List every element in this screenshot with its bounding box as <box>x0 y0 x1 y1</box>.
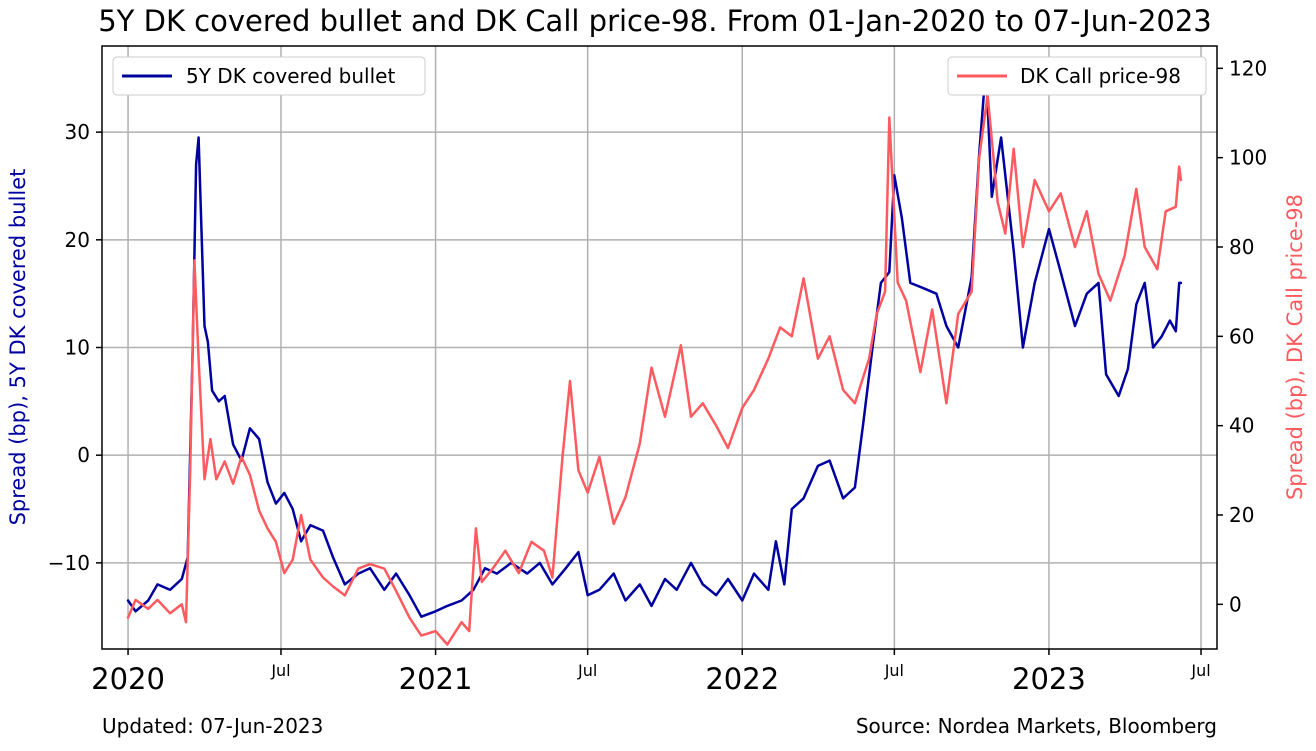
footer-updated: Updated: 07-Jun-2023 <box>102 714 323 738</box>
series-line-5y-dk-covered-bullet <box>126 66 1183 618</box>
x-tick-label-month: Jul <box>1190 661 1210 680</box>
right-tick-label: 100 <box>1229 146 1267 170</box>
left-tick-label: −10 <box>48 551 90 575</box>
x-tick-label-year: 2023 <box>1012 662 1086 696</box>
left-tick-label: 10 <box>65 336 90 360</box>
left-tick-label: 0 <box>77 443 90 467</box>
legend-left-label: 5Y DK covered bullet <box>186 64 395 88</box>
x-tick-label-month: Jul <box>884 661 904 680</box>
x-tick-label-year: 2020 <box>91 662 165 696</box>
x-tick-label-month: Jul <box>577 661 597 680</box>
right-tick-label: 0 <box>1229 592 1242 616</box>
grid <box>102 46 1217 649</box>
right-tick-label: 80 <box>1229 235 1254 259</box>
right-tick-label: 120 <box>1229 56 1267 80</box>
left-tick-label: 20 <box>65 228 90 252</box>
right-tick-label: 20 <box>1229 503 1254 527</box>
axes: −10 0 10 20 30 0 20 40 60 80 100 120 2020 Jul 2021 Jul 2… <box>48 56 1267 696</box>
x-tick-label-month: Jul <box>270 661 290 680</box>
right-axis-label: Spread (bp), DK Call price-98 <box>1283 194 1307 500</box>
left-tick-label: 30 <box>65 120 90 144</box>
legend-left: 5Y DK covered bullet <box>112 56 426 96</box>
legend-right: DK Call price-98 <box>947 56 1207 96</box>
legend-right-label: DK Call price-98 <box>1020 64 1181 88</box>
x-tick-label-year: 2021 <box>399 662 473 696</box>
right-tick-label: 40 <box>1229 414 1254 438</box>
series-layer <box>126 66 1183 646</box>
series-line-dk-call-price-98 <box>126 93 1183 646</box>
footer-source: Source: Nordea Markets, Bloomberg <box>856 714 1217 738</box>
left-axis-label: Spread (bp), 5Y DK covered bullet <box>6 169 30 526</box>
right-tick-label: 60 <box>1229 324 1254 348</box>
chart-title: 5Y DK covered bullet and DK Call price-9… <box>98 4 1212 38</box>
x-tick-label-year: 2022 <box>705 662 779 696</box>
